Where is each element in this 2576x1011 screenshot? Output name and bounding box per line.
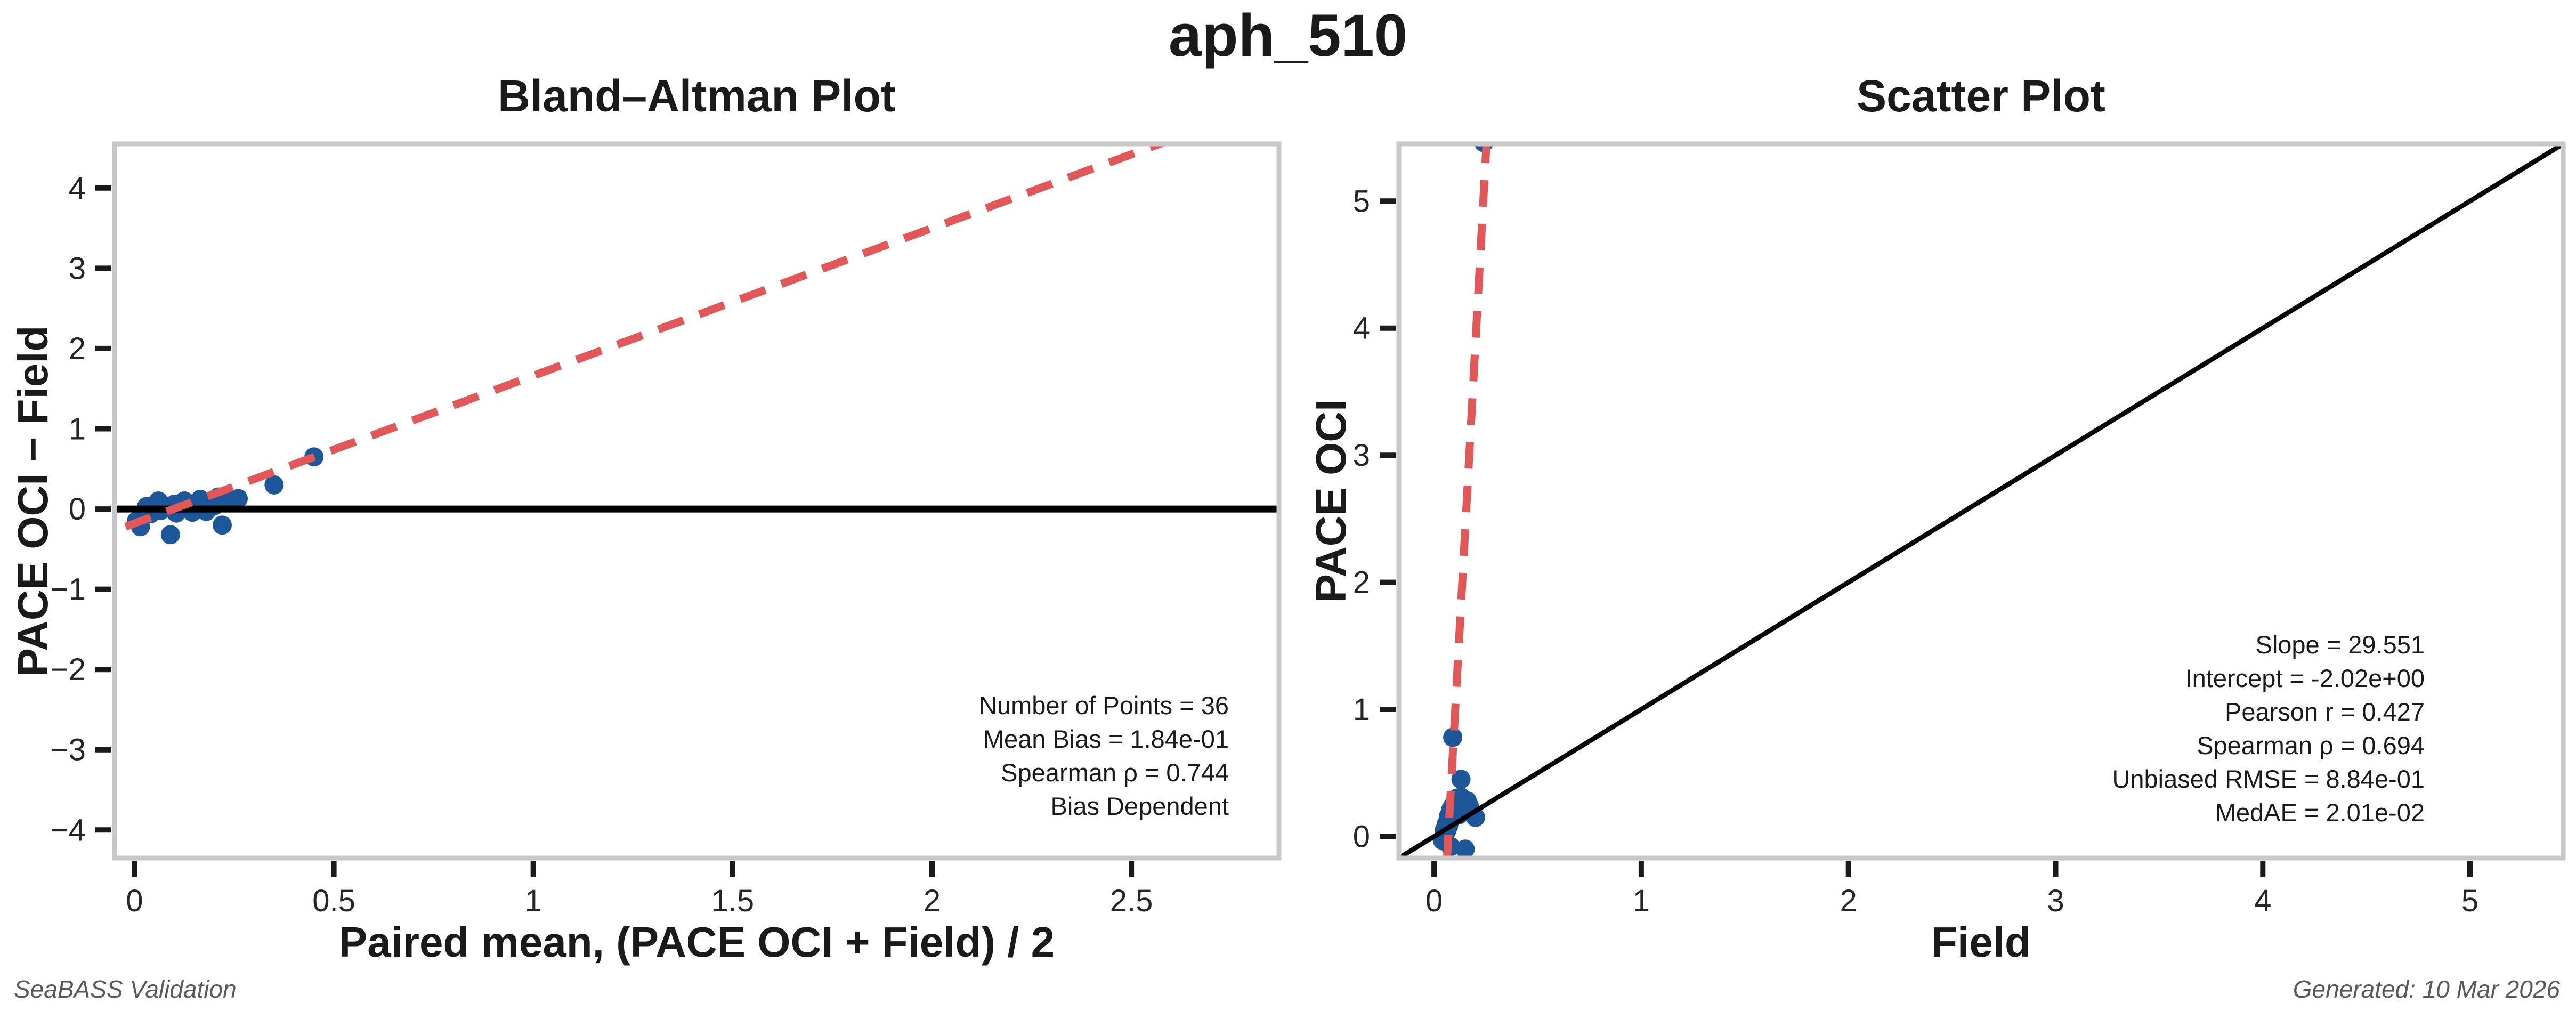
stat-line: Number of Points = 36 [979, 691, 1229, 719]
stat-line: Spearman ρ = 0.744 [1001, 758, 1229, 787]
stat-line: Mean Bias = 1.84e-01 [983, 725, 1229, 753]
data-point [1261, 80, 1281, 100]
y-tick-label: −2 [51, 652, 86, 687]
figure-title: aph_510 [1168, 2, 1408, 69]
scatter-title: Scatter Plot [1857, 71, 2105, 121]
stat-line: MedAE = 2.01e-02 [2215, 798, 2425, 827]
trend-line [1443, 144, 1490, 858]
data-point [160, 525, 180, 545]
x-tick-label: 2 [1840, 884, 1857, 918]
bland-altman-ylabel: PACE OCI − Field [9, 325, 56, 677]
data-point [213, 515, 232, 535]
x-tick-label: 4 [2254, 884, 2271, 918]
data-point [229, 489, 248, 508]
stat-line: Slope = 29.551 [2255, 630, 2425, 659]
y-tick-label: 1 [69, 412, 86, 447]
panel-border [112, 141, 1282, 861]
scatter-xlabel: Field [1931, 918, 2031, 966]
footer-generated-date: Generated: 10 Mar 2026 [2293, 975, 2560, 1003]
y-tick-label: 0 [1353, 820, 1370, 854]
y-tick-label: 4 [1353, 311, 1370, 346]
x-tick-label: 1 [1633, 884, 1650, 918]
y-tick-label: −4 [51, 813, 86, 847]
x-tick-label: 2 [924, 884, 941, 918]
y-tick-label: 2 [1353, 565, 1370, 600]
bland-altman-stats: Number of Points = 36 Mean Bias = 1.84e-… [979, 689, 1229, 823]
y-tick-label: 2 [69, 331, 86, 366]
x-tick-label: 0 [126, 884, 143, 918]
x-tick-label: 3 [2047, 884, 2064, 918]
y-tick-label: 3 [1353, 438, 1370, 473]
y-tick-label: −3 [51, 733, 86, 767]
x-tick-label: 1.5 [711, 884, 754, 918]
stat-line: Bias Dependent [1050, 792, 1229, 820]
x-tick-label: 1 [525, 884, 542, 918]
footer-program-label: SeaBASS Validation [14, 975, 237, 1003]
y-tick-label: 0 [69, 492, 86, 527]
stat-line: Unbiased RMSE = 8.84e-01 [2112, 765, 2425, 793]
x-tick-label: 5 [2461, 884, 2478, 918]
panel-border [1396, 141, 2566, 861]
trend-line [115, 144, 1171, 535]
bland-altman-xlabel: Paired mean, (PACE OCI + Field) / 2 [338, 918, 1055, 966]
identity-line [1399, 144, 2563, 858]
stat-line: Spearman ρ = 0.694 [2197, 731, 2425, 759]
scatter-ylabel: PACE OCI [1307, 399, 1355, 603]
data-point [1455, 839, 1475, 858]
stat-line: Intercept = -2.02e+00 [2185, 664, 2425, 692]
x-tick-label: 0.5 [312, 884, 355, 918]
data-point [1443, 727, 1463, 747]
y-tick-label: 3 [69, 251, 86, 286]
y-tick-label: 5 [1353, 184, 1370, 219]
y-tick-label: 4 [69, 171, 86, 206]
y-tick-label: −1 [51, 572, 86, 607]
y-tick-label: 1 [1353, 692, 1370, 727]
bland-altman-plot: 0 0.5 1 1.5 2 2.5 −4 −3 −2 −1 0 1 2 3 4 [51, 80, 1282, 918]
x-tick-label: 2.5 [1110, 884, 1153, 918]
bland-altman-title: Bland–Altman Plot [498, 71, 896, 121]
x-tick-label: 0 [1425, 884, 1443, 918]
stat-line: Pearson r = 0.427 [2225, 698, 2425, 726]
data-point [264, 475, 284, 495]
scatter-plot: 0 1 2 3 4 5 0 1 2 3 4 5 [1353, 141, 2566, 918]
data-point [1451, 770, 1471, 789]
scatter-stats: Slope = 29.551 Intercept = -2.02e+00 Pea… [2112, 628, 2425, 829]
